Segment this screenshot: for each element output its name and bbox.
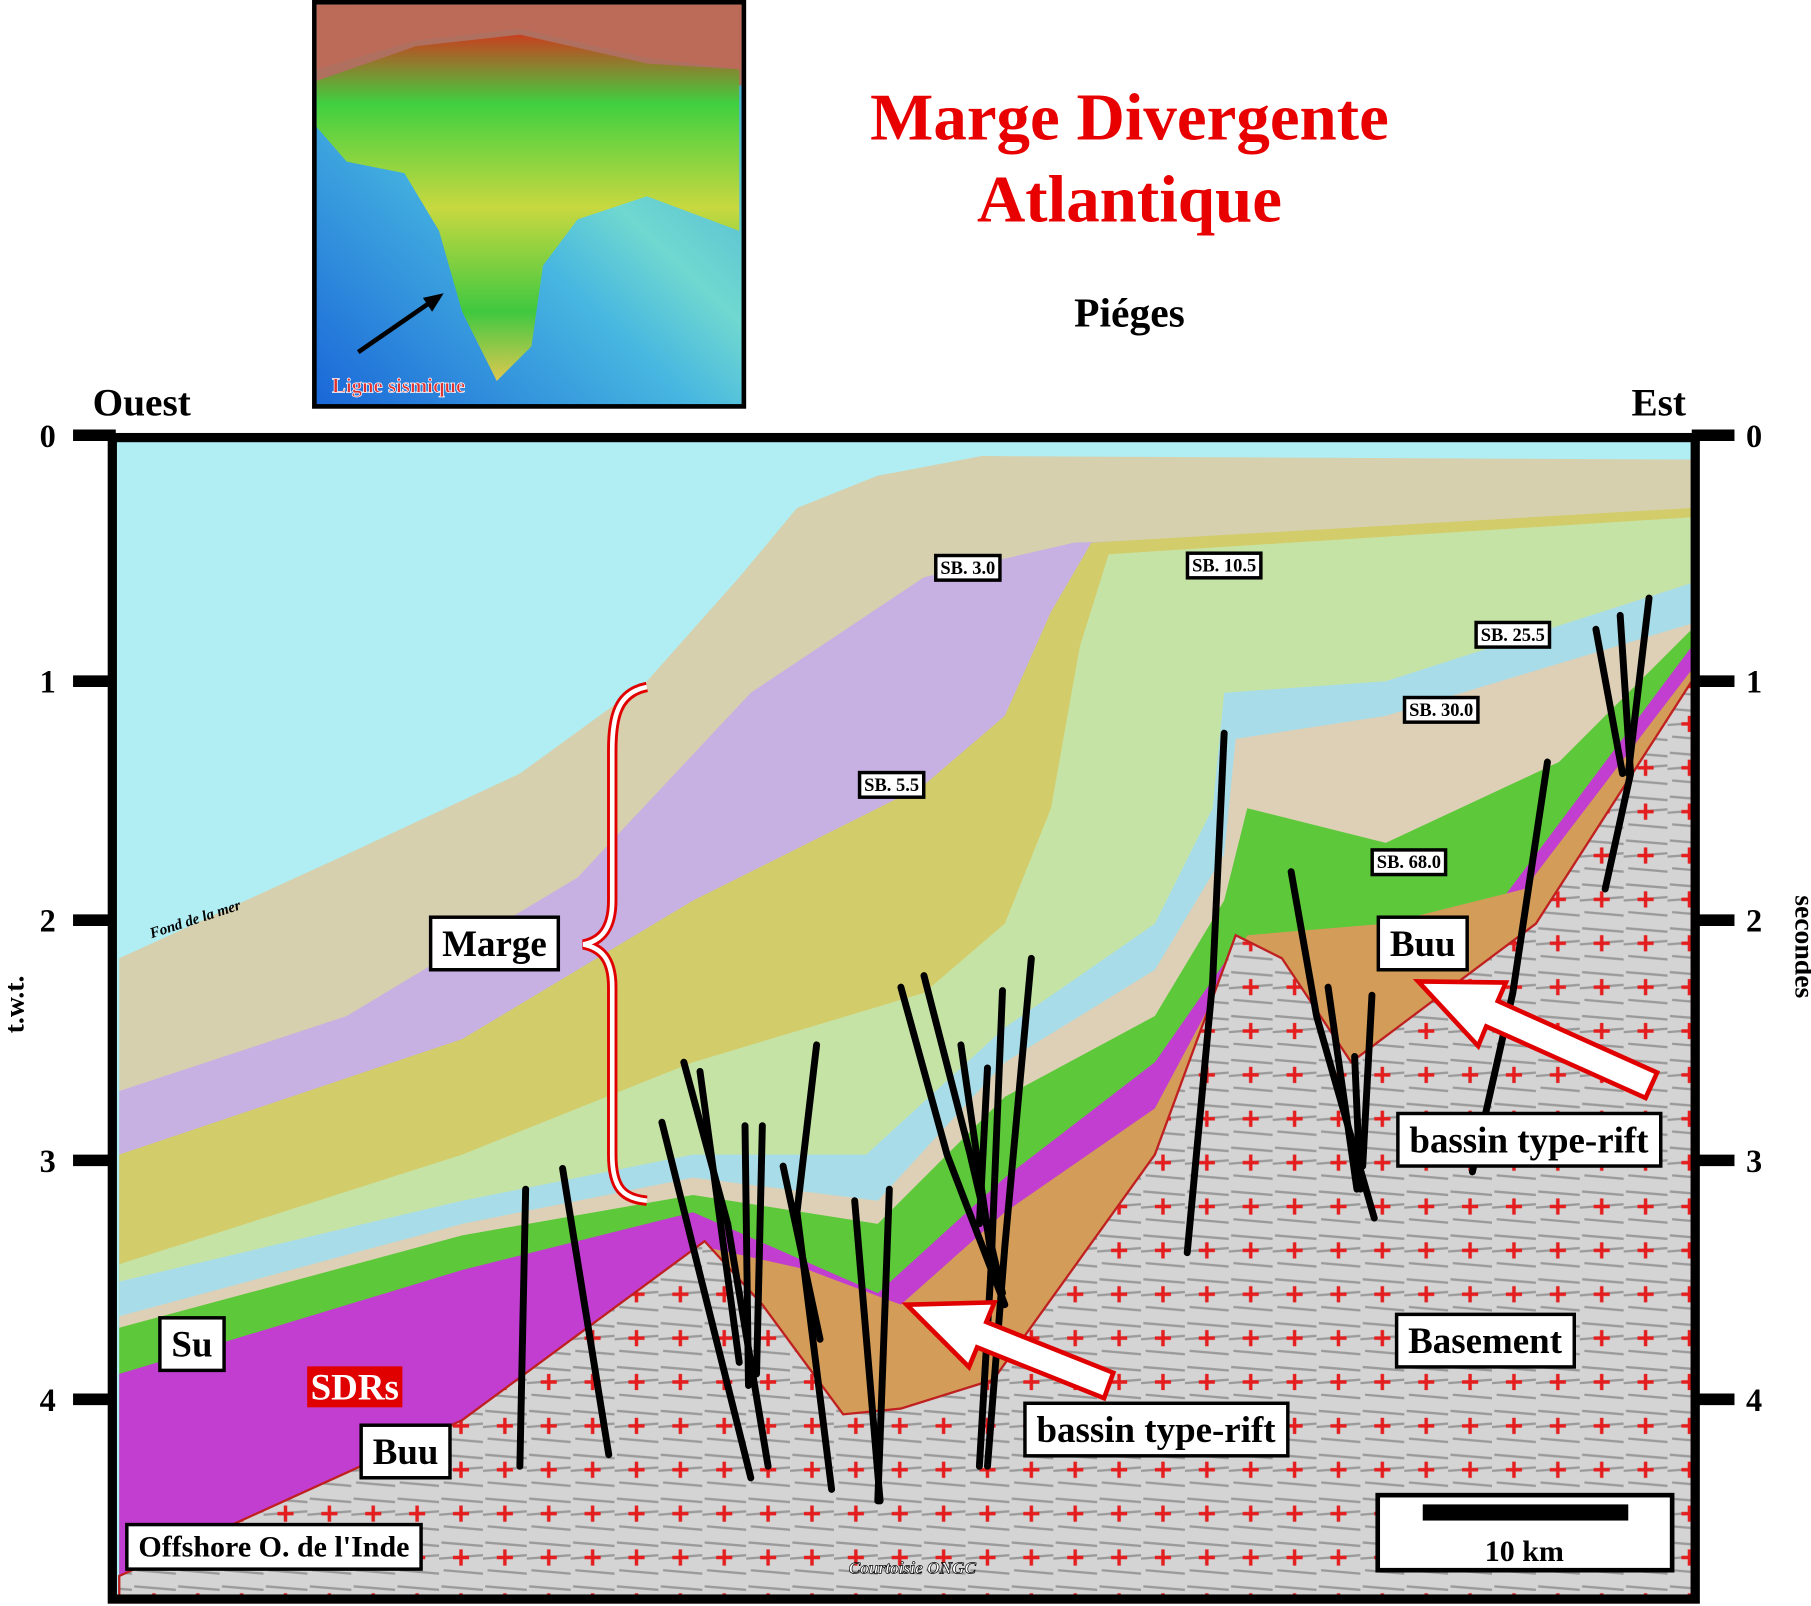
tick-label: 1	[1746, 664, 1762, 700]
annotation-box: Buu	[359, 1423, 452, 1480]
annotation: 10 km	[1485, 1535, 1564, 1568]
tick-label: 1	[40, 664, 56, 700]
sequence-boundary-box: SB. 10.5	[1185, 551, 1263, 580]
label-box	[125, 1522, 423, 1571]
east-label: Est	[1631, 382, 1686, 425]
sequence-boundary-box: SB. 3.0	[934, 553, 1002, 582]
label-box	[1474, 620, 1552, 649]
sequence-boundary-box: SB. 68.0	[1370, 848, 1448, 877]
annotation: bassin type-rift	[1409, 1119, 1649, 1160]
annotation: Basement	[1408, 1320, 1563, 1361]
annotation-box: Marge	[428, 915, 561, 972]
sequence-boundary-box: SB. 5.5	[857, 770, 926, 799]
sequence-boundary-box: SB. 30.0	[1402, 695, 1480, 724]
right-axis-label: secondes	[1790, 895, 1811, 998]
tick-label: 2	[1746, 903, 1762, 939]
annotation: Offshore O. de l'Inde	[138, 1530, 409, 1563]
annotation-box: 10 km	[1485, 1535, 1564, 1568]
sequence-boundary: SB. 3.0	[940, 558, 995, 578]
tick-label: 2	[40, 903, 56, 939]
title-line: Atlantique	[977, 163, 1282, 237]
sequence-boundary-box: SB. 25.5	[1474, 620, 1552, 649]
tick-label: 3	[40, 1143, 56, 1179]
annotation: SDRs	[311, 1366, 399, 1407]
left-axis-label: t.w.t.	[0, 976, 29, 1034]
map-label: Ligne sismique	[332, 375, 465, 398]
annotation-box: Offshore O. de l'Inde	[125, 1522, 423, 1571]
label-box	[1370, 848, 1448, 877]
sequence-boundary: SB. 68.0	[1377, 852, 1441, 872]
annotation: bassin type-rift	[1037, 1409, 1277, 1450]
annotation-box: Su	[158, 1316, 226, 1373]
annotation: Marge	[442, 923, 547, 964]
tick-label: 4	[1746, 1382, 1762, 1418]
label-box	[857, 770, 926, 799]
west-label: Ouest	[93, 382, 191, 425]
annotation: Buu	[373, 1431, 439, 1472]
tick-label: 0	[1746, 418, 1762, 454]
inset-map: Ligne sismique	[312, 0, 747, 409]
tick-label: 3	[1746, 1143, 1762, 1179]
label-box	[1394, 1312, 1577, 1369]
sequence-boundary: SB. 5.5	[864, 775, 919, 795]
label-box	[1402, 695, 1480, 724]
label-box	[359, 1423, 452, 1480]
annotation: Su	[171, 1324, 212, 1365]
annotation-box: bassin type-rift	[1396, 1111, 1663, 1168]
sequence-boundary: SB. 30.0	[1409, 700, 1473, 720]
tick-label: 4	[40, 1382, 56, 1418]
annotation: Buu	[1390, 923, 1456, 964]
annotation-box: Buu	[1376, 915, 1469, 972]
sequence-boundary: SB. 25.5	[1481, 625, 1545, 645]
annotation-box: Basement	[1394, 1312, 1577, 1369]
label-box	[1376, 915, 1469, 972]
label-box	[934, 553, 1002, 582]
subtitle: Piéges	[1074, 290, 1185, 336]
seismic-section	[107, 432, 1700, 1604]
label-box	[1396, 1111, 1663, 1168]
credit: Courtoisie ONGC	[849, 1559, 977, 1578]
label-box	[1023, 1401, 1290, 1458]
label-box	[158, 1316, 226, 1373]
label-box	[307, 1366, 403, 1408]
tick-label: 0	[40, 418, 56, 454]
label-box	[428, 915, 561, 972]
sequence-boundary: SB. 10.5	[1192, 556, 1256, 576]
title-line: Marge Divergente	[870, 81, 1389, 155]
annotation-box: bassin type-rift	[1023, 1401, 1290, 1458]
label-box	[1185, 551, 1263, 580]
